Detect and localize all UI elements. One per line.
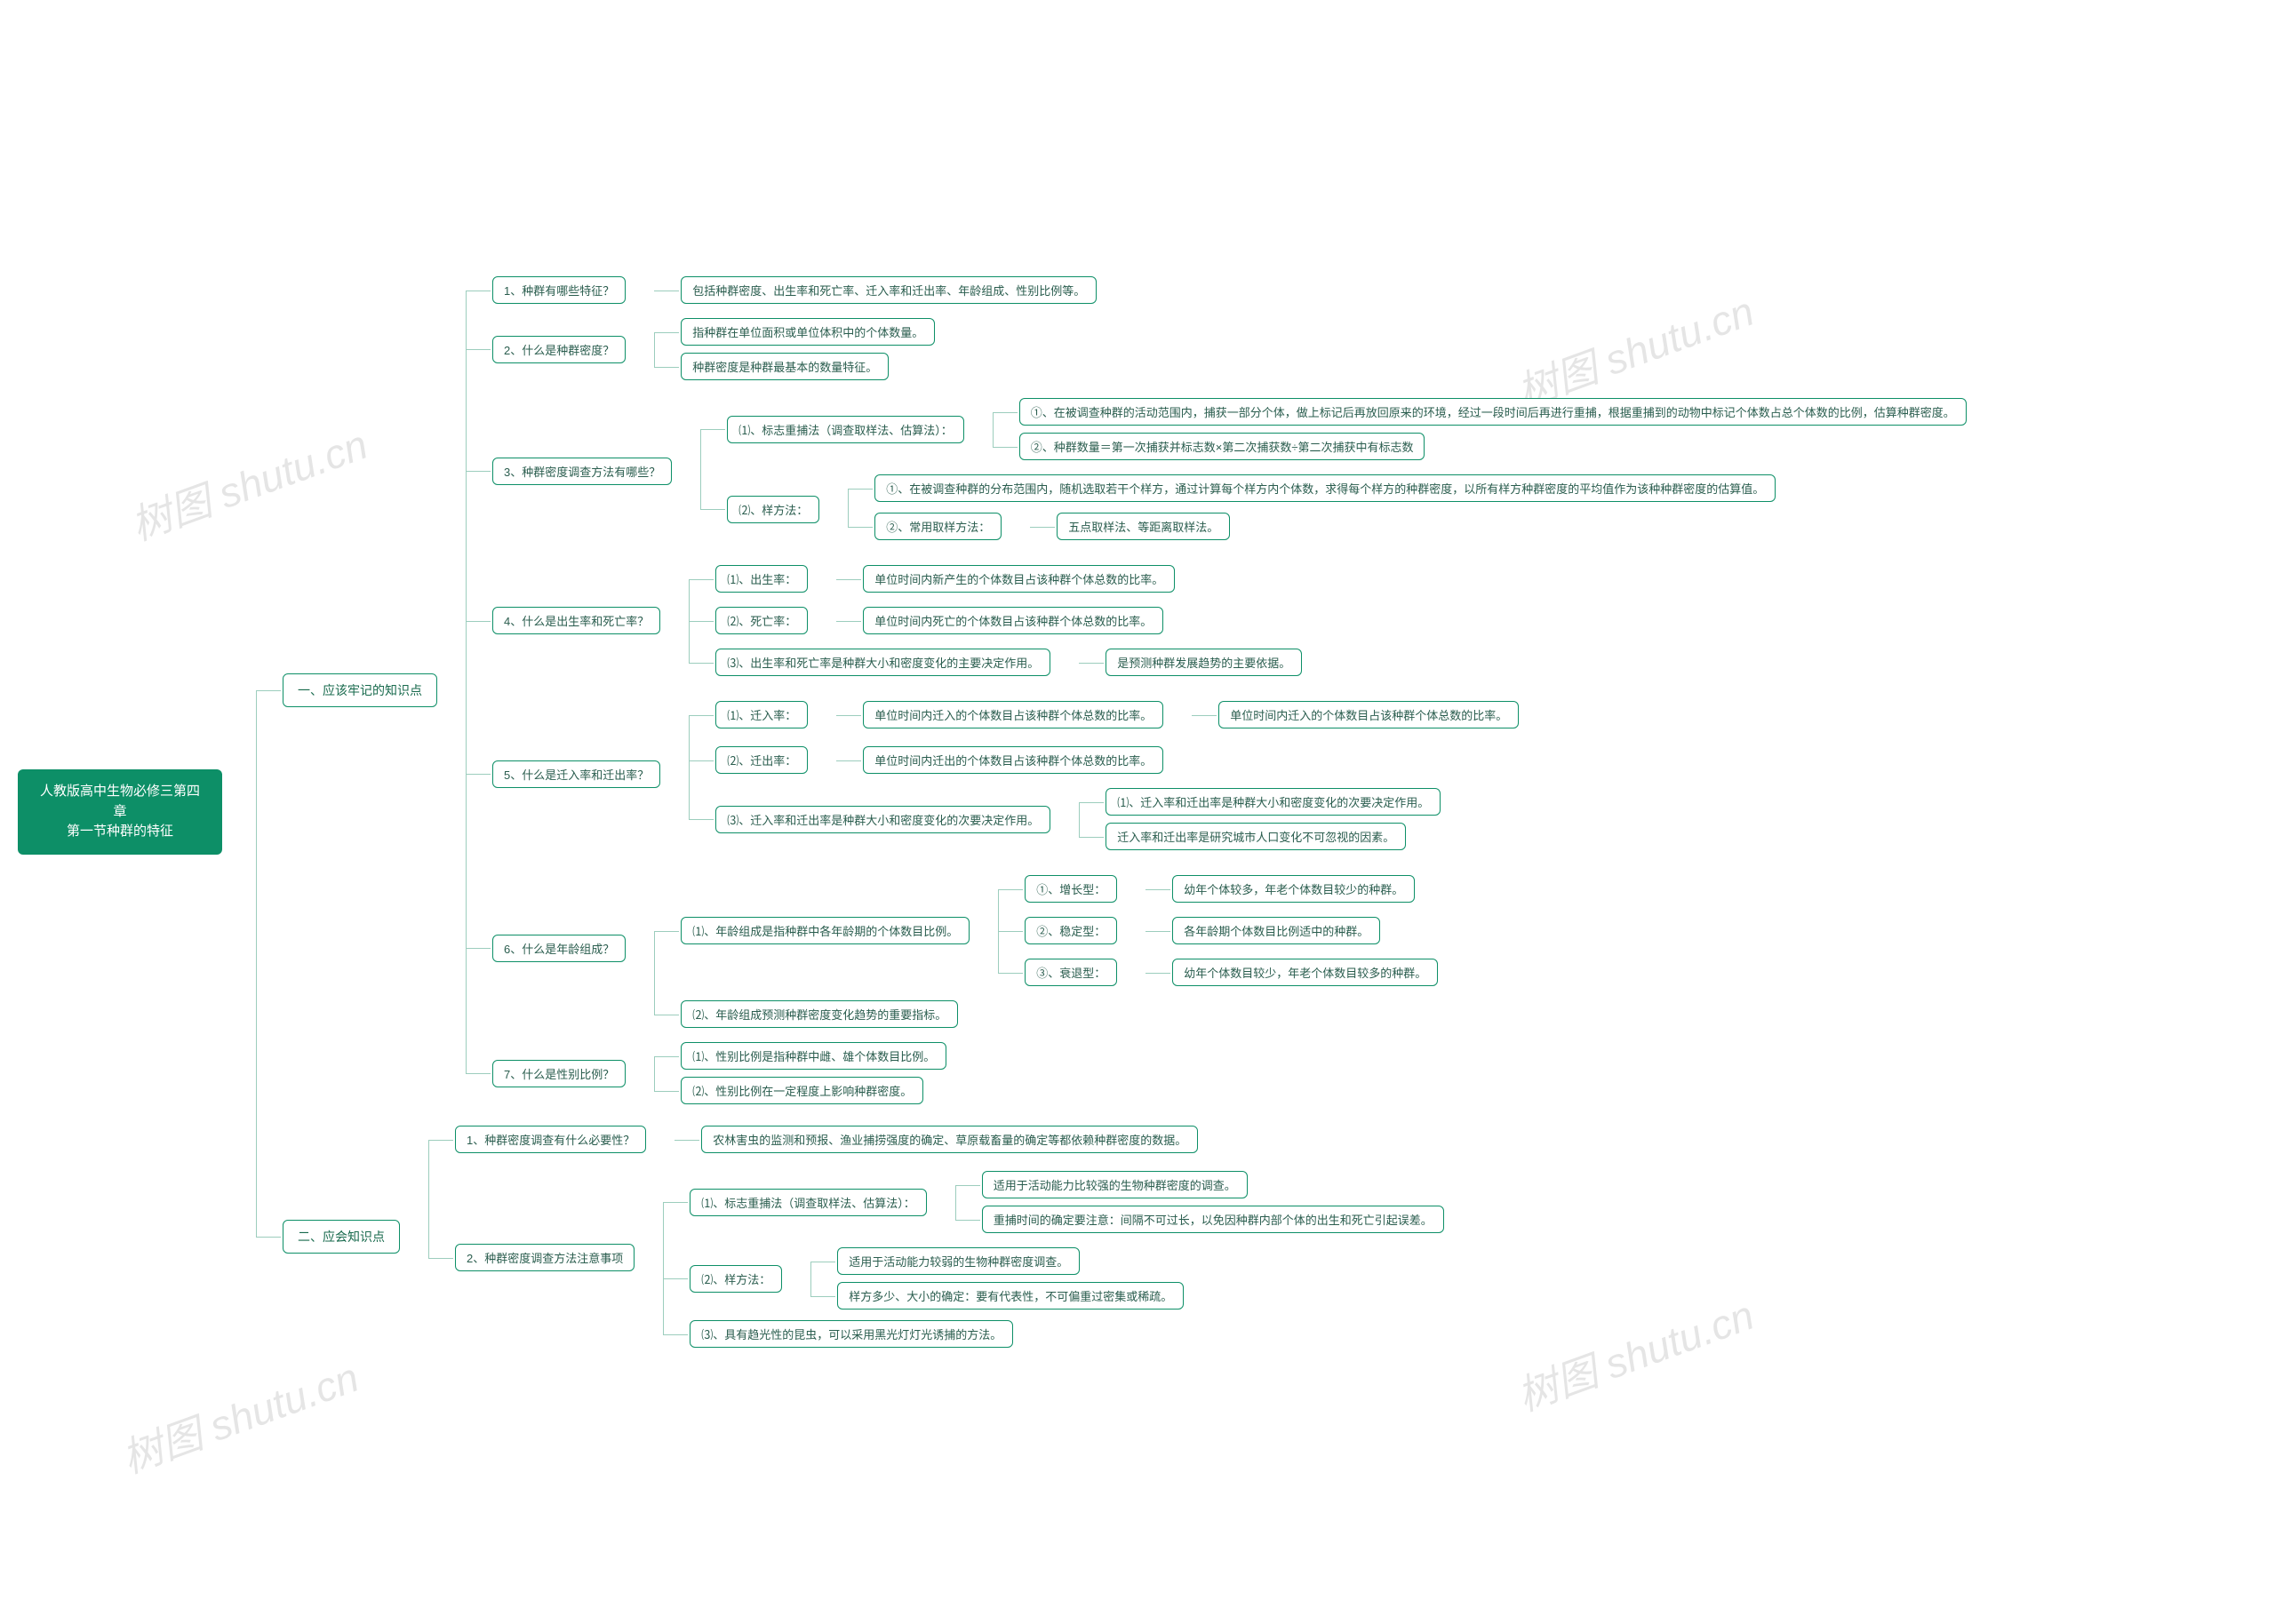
s1-q5-a1: ⑴、迁入率：	[715, 701, 808, 728]
s1-q2: 2、什么是种群密度？	[492, 336, 626, 363]
s1-q3-m2: ⑵、样方法：	[727, 496, 819, 523]
s1-q6-a1: ⑴、年龄组成是指种群中各年龄期的个体数目比例。	[681, 917, 970, 944]
s2-q1: 1、种群密度调查有什么必要性？	[455, 1126, 646, 1153]
s1-q5-a2: ⑵、迁出率：	[715, 746, 808, 774]
s2-q1-a: 农林害虫的监测和预报、渔业捕捞强度的确定、草原载畜量的确定等都依赖种群密度的数据…	[701, 1126, 1198, 1153]
s1-q4-a1-d: 单位时间内新产生的个体数目占该种群个体总数的比率。	[863, 565, 1175, 593]
s1-q2-a2: 种群密度是种群最基本的数量特征。	[681, 353, 889, 380]
s1-q1-a: 包括种群密度、出生率和死亡率、迁入率和迁出率、年龄组成、性别比例等。	[681, 276, 1097, 304]
s1-q7: 7、什么是性别比例？	[492, 1060, 626, 1087]
s1-q6-t1: ①、增长型：	[1025, 875, 1117, 903]
s1-q5: 5、什么是迁入率和迁出率？	[492, 760, 660, 788]
s2-q2-m2: ⑵、样方法：	[690, 1265, 782, 1293]
section-1: 一、应该牢记的知识点	[283, 673, 437, 707]
s1-q6-t2: ②、稳定型：	[1025, 917, 1117, 944]
s1-q3-m2-p1: ①、在被调查种群的分布范围内，随机选取若干个样方，通过计算每个样方内个体数，求得…	[874, 474, 1776, 502]
s1-q3: 3、种群密度调查方法有哪些？	[492, 458, 672, 485]
s1-q3-m2-p2: ②、常用取样方法：	[874, 513, 1002, 540]
root-node: 人教版高中生物必修三第四章 第一节种群的特征	[18, 769, 222, 855]
s1-q4-a3-d: 是预测种群发展趋势的主要依据。	[1106, 649, 1302, 676]
s2-q2-m1-p2: 重捕时间的确定要注意：间隔不可过长，以免因种群内部个体的出生和死亡引起误差。	[982, 1206, 1444, 1233]
s1-q5-a1-e: 单位时间内迁入的个体数目占该种群个体总数的比率。	[1218, 701, 1519, 728]
s1-q6-t2-d: 各年龄期个体数目比例适中的种群。	[1172, 917, 1380, 944]
s2-q2-m1-p1: 适用于活动能力比较强的生物种群密度的调查。	[982, 1171, 1248, 1198]
s1-q5-a2-d: 单位时间内迁出的个体数目占该种群个体总数的比率。	[863, 746, 1163, 774]
root-children: 一、应该牢记的知识点 1、种群有哪些特征？ 包括种群密度、出生率和死亡率、迁入率…	[222, 266, 1967, 1358]
s1-q7-a1: ⑴、性别比例是指种群中雌、雄个体数目比例。	[681, 1042, 946, 1070]
s1-q3-m2-p2-d: 五点取样法、等距离取样法。	[1057, 513, 1230, 540]
s1-q7-a2: ⑵、性别比例在一定程度上影响种群密度。	[681, 1077, 923, 1104]
s2-q2-m2-p2: 样方多少、大小的确定：要有代表性，不可偏重过密集或稀疏。	[837, 1282, 1184, 1310]
s2-q2-m3: ⑶、具有趋光性的昆虫，可以采用黑光灯灯光诱捕的方法。	[690, 1320, 1013, 1348]
s1-q2-a1: 指种群在单位面积或单位体积中的个体数量。	[681, 318, 935, 346]
s1-q4-a2-d: 单位时间内死亡的个体数目占该种群个体总数的比率。	[863, 607, 1163, 634]
mindmap: 人教版高中生物必修三第四章 第一节种群的特征 一、应该牢记的知识点 1、种群有哪…	[18, 0, 1967, 1624]
s1-q6-t3-d: 幼年个体数目较少，年老个体数目较多的种群。	[1172, 959, 1438, 986]
s1-q3-m1-p1: ①、在被调查种群的活动范围内，捕获一部分个体，做上标记后再放回原来的环境，经过一…	[1019, 398, 1967, 426]
s1-q4-a1: ⑴、出生率：	[715, 565, 808, 593]
s1-q6-t3: ③、衰退型：	[1025, 959, 1117, 986]
s2-q2-m1: ⑴、标志重捕法（调查取样法、估算法）：	[690, 1189, 927, 1216]
s1-q4: 4、什么是出生率和死亡率？	[492, 607, 660, 634]
s1-q5-a3: ⑶、迁入率和迁出率是种群大小和密度变化的次要决定作用。	[715, 806, 1050, 833]
s1-q5-a3-s1: ⑴、迁入率和迁出率是种群大小和密度变化的次要决定作用。	[1106, 788, 1441, 816]
s1-q4-a3: ⑶、出生率和死亡率是种群大小和密度变化的主要决定作用。	[715, 649, 1050, 676]
s1-q5-a1-d: 单位时间内迁入的个体数目占该种群个体总数的比率。	[863, 701, 1163, 728]
s1-q6-t1-d: 幼年个体较多，年老个体数目较少的种群。	[1172, 875, 1415, 903]
s1-q1: 1、种群有哪些特征？	[492, 276, 626, 304]
s2-q2-m2-p1: 适用于活动能力较弱的生物种群密度调查。	[837, 1247, 1080, 1275]
s1-q3-m1: ⑴、标志重捕法（调查取样法、估算法）：	[727, 416, 964, 443]
section-2: 二、应会知识点	[283, 1220, 400, 1254]
s1-q3-m1-p2: ②、种群数量＝第一次捕获并标志数×第二次捕获数÷第二次捕获中有标志数	[1019, 433, 1425, 460]
s2-q2: 2、种群密度调查方法注意事项	[455, 1244, 635, 1271]
s1-q5-a3-s2: 迁入率和迁出率是研究城市人口变化不可忽视的因素。	[1106, 823, 1406, 850]
s1-q4-a2: ⑵、死亡率：	[715, 607, 808, 634]
s1-q6: 6、什么是年龄组成？	[492, 935, 626, 962]
s1-q6-a2: ⑵、年龄组成预测种群密度变化趋势的重要指标。	[681, 1000, 958, 1028]
